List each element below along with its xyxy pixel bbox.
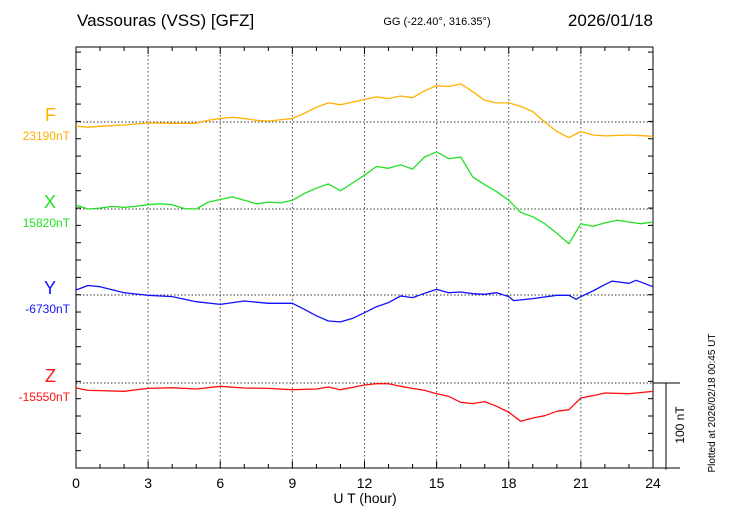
series-name-z: Z <box>45 366 56 386</box>
plot-frame <box>75 46 654 469</box>
date-label: 2026/01/18 <box>568 11 653 30</box>
series-name-y: Y <box>44 278 56 298</box>
x-tick-label: 12 <box>357 475 373 491</box>
series-baseline-label: 15820nT <box>23 216 71 230</box>
series-name-f: F <box>45 105 56 125</box>
series-line-z <box>75 383 654 422</box>
series-name-x: X <box>44 192 56 212</box>
series-line-x <box>75 151 654 245</box>
series-line-f <box>75 83 654 139</box>
series-baseline-label: 23190nT <box>23 129 71 143</box>
x-tick-label: 18 <box>501 475 517 491</box>
series-line-y <box>75 279 654 323</box>
x-tick-label: 9 <box>288 475 296 491</box>
x-tick-label: 0 <box>72 475 80 491</box>
series-baseline-label: -15550nT <box>19 390 71 404</box>
x-tick-label: 6 <box>216 475 224 491</box>
geographic-coords: GG (-22.40°, 316.35°) <box>383 16 490 28</box>
x-tick-label: 15 <box>429 475 445 491</box>
series-baseline-label: -6730nT <box>25 302 70 316</box>
x-tick-label: 21 <box>573 475 589 491</box>
station-title: Vassouras (VSS) [GFZ] <box>77 11 254 30</box>
plotted-timestamp: Plotted at 2026/02/18 00:45 UT <box>707 334 718 473</box>
x-tick-label: 3 <box>144 475 152 491</box>
x-tick-label: 24 <box>645 475 661 491</box>
scale-bar-label: 100 nT <box>673 406 687 444</box>
x-axis-label: U T (hour) <box>333 490 396 506</box>
